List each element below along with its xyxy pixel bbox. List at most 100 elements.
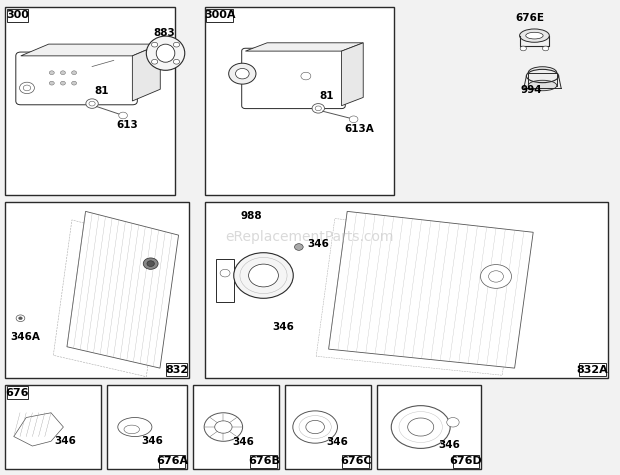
- Circle shape: [151, 59, 157, 64]
- Text: 81: 81: [94, 86, 109, 96]
- Ellipse shape: [408, 418, 434, 436]
- Bar: [205, 202, 608, 378]
- Circle shape: [60, 71, 66, 75]
- Bar: [342, 455, 369, 468]
- Ellipse shape: [306, 420, 324, 434]
- Ellipse shape: [293, 411, 337, 443]
- Circle shape: [86, 99, 98, 108]
- Text: 676D: 676D: [450, 456, 482, 466]
- Bar: [5, 7, 175, 195]
- Bar: [5, 202, 189, 378]
- Circle shape: [72, 81, 77, 85]
- Circle shape: [72, 71, 77, 75]
- Circle shape: [312, 104, 324, 113]
- Text: eReplacementParts.com: eReplacementParts.com: [226, 230, 394, 245]
- Polygon shape: [329, 211, 533, 368]
- Circle shape: [60, 81, 66, 85]
- Text: 346: 346: [273, 323, 294, 332]
- Text: 676E: 676E: [516, 13, 545, 23]
- Bar: [5, 385, 101, 469]
- Text: 346: 346: [326, 437, 348, 447]
- Circle shape: [174, 59, 180, 64]
- Bar: [285, 385, 371, 469]
- Bar: [166, 363, 187, 376]
- Text: 300: 300: [6, 10, 29, 20]
- Text: 346: 346: [438, 440, 460, 450]
- Circle shape: [19, 317, 22, 320]
- Text: 613: 613: [117, 120, 139, 130]
- Text: 346: 346: [54, 436, 76, 446]
- Text: 676: 676: [6, 388, 29, 398]
- Text: 346: 346: [307, 239, 329, 249]
- Text: 300A: 300A: [204, 10, 236, 20]
- Text: 676A: 676A: [156, 456, 188, 466]
- Text: 994: 994: [521, 85, 542, 95]
- Circle shape: [229, 63, 256, 84]
- Circle shape: [520, 46, 526, 51]
- Bar: [193, 385, 279, 469]
- Text: 613A: 613A: [344, 124, 374, 133]
- Circle shape: [143, 258, 158, 269]
- Ellipse shape: [146, 36, 185, 70]
- Ellipse shape: [124, 425, 140, 434]
- Circle shape: [49, 81, 55, 85]
- Bar: [206, 9, 233, 22]
- Text: 883: 883: [154, 28, 175, 38]
- Circle shape: [542, 46, 549, 51]
- Circle shape: [234, 253, 293, 298]
- Polygon shape: [14, 413, 63, 446]
- Text: 676B: 676B: [248, 456, 280, 466]
- Bar: [377, 385, 481, 469]
- Text: 832: 832: [165, 364, 188, 375]
- Circle shape: [236, 68, 249, 79]
- Polygon shape: [246, 43, 363, 51]
- FancyBboxPatch shape: [16, 52, 138, 105]
- Circle shape: [147, 261, 154, 266]
- Text: 346A: 346A: [10, 332, 40, 342]
- Ellipse shape: [391, 406, 450, 448]
- Ellipse shape: [526, 32, 543, 39]
- Circle shape: [480, 265, 511, 288]
- Bar: [453, 455, 479, 468]
- Bar: [7, 386, 28, 399]
- Polygon shape: [21, 44, 160, 56]
- Circle shape: [249, 264, 278, 287]
- Circle shape: [315, 106, 321, 111]
- Polygon shape: [342, 43, 363, 106]
- Text: 676C: 676C: [340, 456, 371, 466]
- Ellipse shape: [204, 413, 242, 441]
- Circle shape: [489, 271, 503, 282]
- Circle shape: [220, 269, 230, 277]
- Circle shape: [49, 71, 55, 75]
- Polygon shape: [133, 44, 160, 101]
- Text: 81: 81: [319, 91, 334, 101]
- Ellipse shape: [520, 29, 549, 42]
- Bar: [528, 73, 557, 86]
- Circle shape: [447, 418, 459, 427]
- Text: 346: 346: [141, 436, 163, 446]
- Circle shape: [294, 244, 303, 250]
- Text: 346: 346: [232, 437, 255, 447]
- Ellipse shape: [528, 80, 557, 91]
- Text: 832A: 832A: [577, 364, 608, 375]
- Circle shape: [174, 42, 180, 47]
- Circle shape: [20, 82, 35, 94]
- Ellipse shape: [156, 44, 175, 62]
- Bar: [250, 455, 277, 468]
- Bar: [579, 363, 606, 376]
- Ellipse shape: [118, 418, 152, 437]
- Ellipse shape: [528, 66, 557, 79]
- Circle shape: [24, 85, 31, 91]
- Bar: [107, 385, 187, 469]
- Circle shape: [301, 72, 311, 80]
- Text: 988: 988: [241, 211, 262, 221]
- Circle shape: [16, 315, 25, 322]
- FancyBboxPatch shape: [242, 48, 345, 109]
- Circle shape: [349, 116, 358, 123]
- Circle shape: [89, 101, 95, 106]
- Bar: [7, 9, 28, 22]
- Bar: [216, 259, 234, 302]
- Bar: [205, 7, 394, 195]
- Ellipse shape: [215, 421, 232, 433]
- Polygon shape: [67, 211, 179, 368]
